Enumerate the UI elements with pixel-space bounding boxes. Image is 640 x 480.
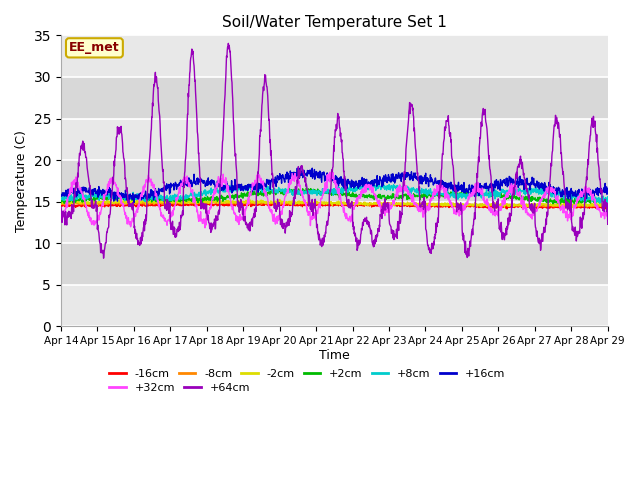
Bar [61, 119, 608, 160]
Bar [61, 77, 608, 119]
Y-axis label: Temperature (C): Temperature (C) [15, 130, 28, 232]
Legend: +32cm, +64cm: +32cm, +64cm [105, 379, 255, 398]
Text: EE_met: EE_met [69, 41, 120, 54]
Title: Soil/Water Temperature Set 1: Soil/Water Temperature Set 1 [222, 15, 447, 30]
Bar [61, 285, 608, 326]
Bar [61, 243, 608, 285]
X-axis label: Time: Time [319, 349, 349, 362]
Bar [61, 202, 608, 243]
Bar [61, 160, 608, 202]
Bar [61, 36, 608, 77]
